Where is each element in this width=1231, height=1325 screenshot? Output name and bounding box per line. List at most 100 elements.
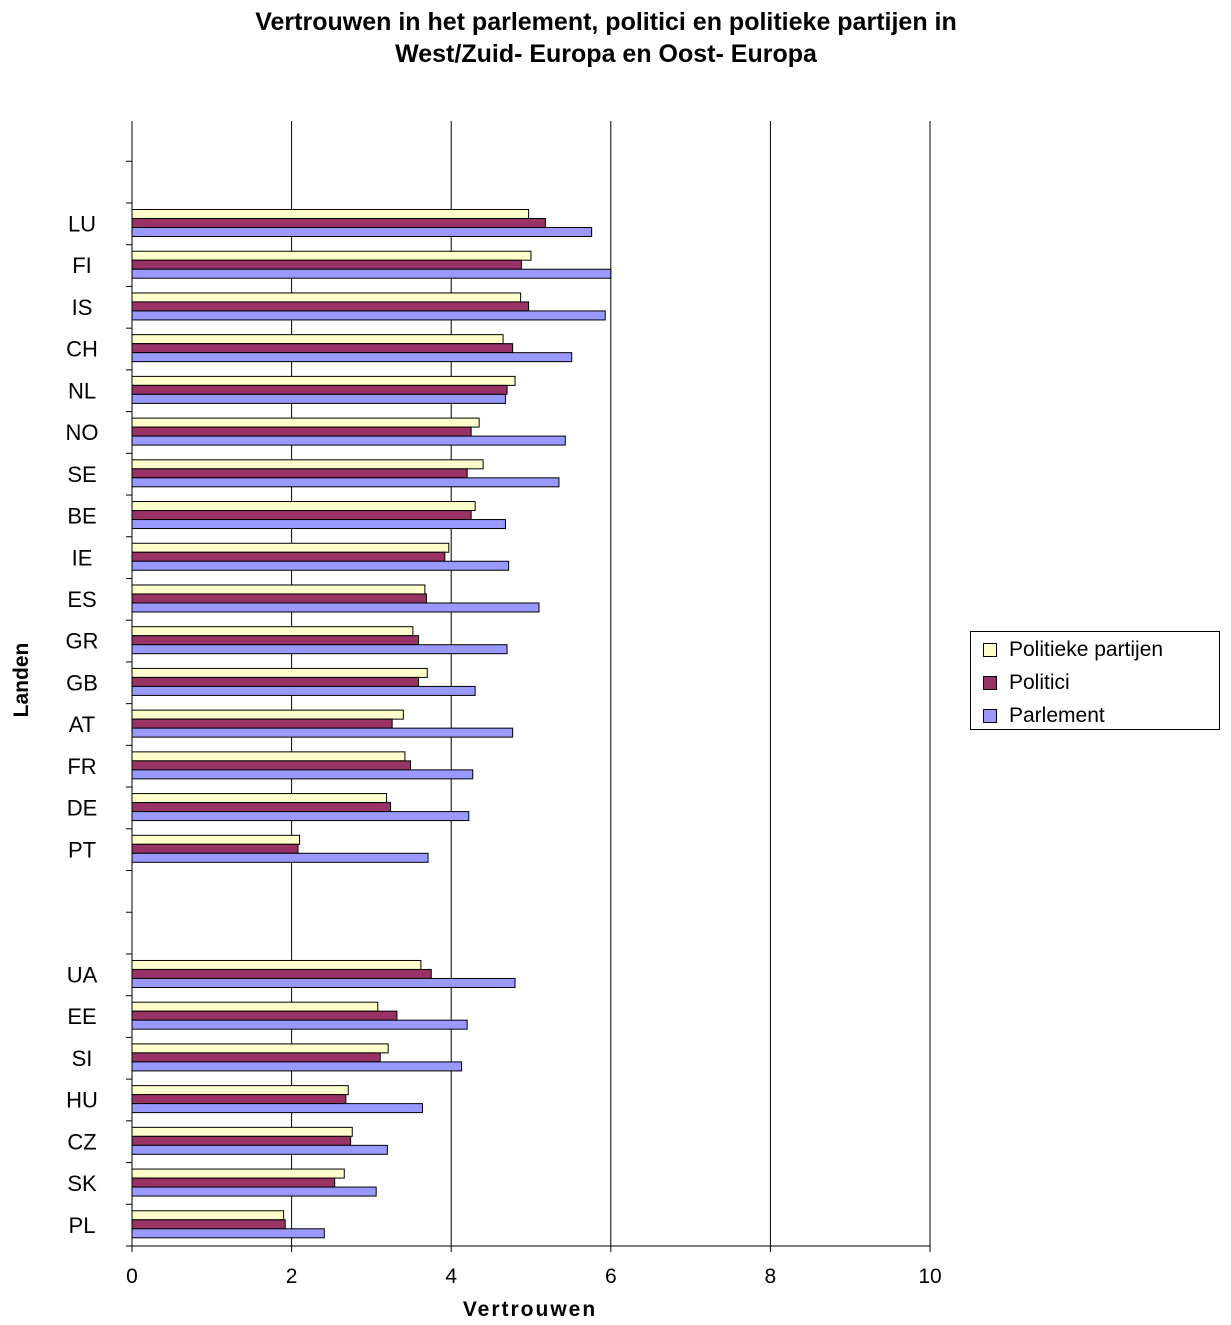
bar bbox=[131, 1144, 388, 1155]
bar bbox=[131, 1061, 463, 1072]
bar bbox=[131, 468, 468, 479]
y-tick-label: EE bbox=[67, 1004, 96, 1029]
bar bbox=[131, 959, 422, 970]
bar bbox=[131, 709, 404, 720]
bar bbox=[131, 811, 470, 822]
y-tick-label: CZ bbox=[67, 1129, 96, 1154]
bar bbox=[131, 584, 426, 595]
bar bbox=[131, 834, 301, 845]
bar bbox=[131, 793, 388, 804]
y-tick-label: NO bbox=[66, 420, 99, 445]
y-tick-label: PT bbox=[68, 837, 96, 862]
x-tick-label: 6 bbox=[605, 1265, 617, 1288]
legend-swatch-parlement bbox=[983, 709, 997, 723]
y-tick-label: NL bbox=[68, 378, 96, 403]
y-tick-label: ES bbox=[67, 587, 96, 612]
chart-title-line-2: West/Zuid- Europa en Oost- Europa bbox=[395, 40, 817, 68]
bar bbox=[131, 542, 450, 553]
y-tick-label: FR bbox=[67, 754, 96, 779]
y-tick-label: PL bbox=[69, 1213, 96, 1238]
y-tick-label: SK bbox=[67, 1171, 97, 1196]
y-tick-label: FI bbox=[72, 253, 92, 278]
x-tick-label: 10 bbox=[918, 1265, 941, 1288]
bar bbox=[131, 751, 406, 762]
bar bbox=[131, 644, 508, 655]
legend-item-politici: Politici bbox=[983, 669, 1070, 697]
bar bbox=[131, 602, 540, 613]
bar bbox=[131, 676, 419, 687]
bar bbox=[131, 393, 506, 404]
bar bbox=[131, 551, 446, 562]
bar bbox=[131, 560, 510, 571]
x-tick-label: 0 bbox=[126, 1265, 138, 1288]
y-tick-label: AT bbox=[69, 712, 95, 737]
chart-title: Vertrouwen in het parlement, politici en… bbox=[0, 6, 1212, 70]
y-tick-label: SI bbox=[72, 1046, 93, 1071]
y-tick-label: HU bbox=[66, 1088, 98, 1113]
bar bbox=[131, 227, 593, 237]
bar bbox=[131, 685, 476, 696]
bar bbox=[131, 343, 514, 354]
bar bbox=[131, 626, 414, 637]
bar bbox=[131, 1186, 377, 1197]
bar bbox=[131, 667, 428, 678]
y-tick-label: GR bbox=[66, 629, 99, 654]
bar bbox=[131, 375, 516, 386]
y-tick-label: BE bbox=[67, 504, 96, 529]
y-tick-label: CH bbox=[66, 337, 98, 362]
bar bbox=[131, 477, 560, 488]
y-tick-label: IE bbox=[72, 545, 93, 570]
bar bbox=[131, 1228, 325, 1239]
bar bbox=[131, 1177, 336, 1188]
bar bbox=[131, 301, 530, 312]
bar bbox=[131, 334, 504, 345]
bar bbox=[131, 417, 480, 428]
legend: Politieke partijen Politici Parlement bbox=[970, 631, 1220, 730]
bar bbox=[131, 1210, 285, 1221]
bar bbox=[131, 435, 566, 446]
bar bbox=[131, 977, 516, 988]
legend-label-politieke-partijen: Politieke partijen bbox=[1009, 638, 1164, 661]
bar bbox=[131, 459, 484, 470]
bar bbox=[131, 1001, 379, 1012]
bar bbox=[131, 1168, 345, 1179]
bar bbox=[131, 426, 472, 437]
y-axis-label: Landen bbox=[10, 642, 33, 718]
bar bbox=[131, 1094, 347, 1105]
y-tick-label: GB bbox=[66, 670, 98, 695]
bar bbox=[131, 250, 532, 261]
bar bbox=[131, 218, 546, 228]
legend-label-parlement: Parlement bbox=[1009, 704, 1105, 727]
legend-label-politici: Politici bbox=[1009, 671, 1070, 694]
x-tick-label: 2 bbox=[286, 1265, 298, 1288]
y-tick-label: DE bbox=[67, 796, 98, 821]
bar bbox=[131, 1010, 398, 1021]
bar bbox=[131, 510, 472, 521]
bar bbox=[131, 1052, 381, 1063]
bar-chart: 0 2 4 6 8 10 LU FI IS CH NL NO SE BE IE ES GR GB AT FR DE PT U… bbox=[66, 121, 942, 1288]
bar bbox=[131, 519, 506, 530]
bar bbox=[131, 593, 427, 604]
bar bbox=[131, 292, 522, 303]
x-tick-label: 8 bbox=[765, 1265, 777, 1288]
bar bbox=[131, 501, 476, 512]
y-tick-label: SE bbox=[67, 462, 96, 487]
bar bbox=[131, 769, 474, 780]
legend-swatch-politieke-partijen bbox=[983, 643, 997, 657]
bar bbox=[131, 352, 573, 363]
bar bbox=[131, 384, 508, 395]
bar bbox=[131, 843, 299, 854]
x-axis-label: Vertrouwen bbox=[462, 1298, 598, 1321]
bar bbox=[131, 259, 522, 270]
bar bbox=[131, 1085, 349, 1096]
chart-title-line-1: Vertrouwen in het parlement, politici en… bbox=[255, 8, 957, 36]
bar bbox=[131, 1043, 389, 1054]
bar bbox=[131, 852, 429, 863]
x-tick-label: 4 bbox=[445, 1265, 457, 1288]
bar bbox=[131, 310, 606, 321]
y-tick-label: LU bbox=[68, 212, 96, 237]
bar bbox=[131, 718, 393, 729]
bar bbox=[131, 1126, 353, 1137]
legend-item-politieke-partijen: Politieke partijen bbox=[983, 636, 1163, 664]
bar bbox=[131, 268, 612, 279]
